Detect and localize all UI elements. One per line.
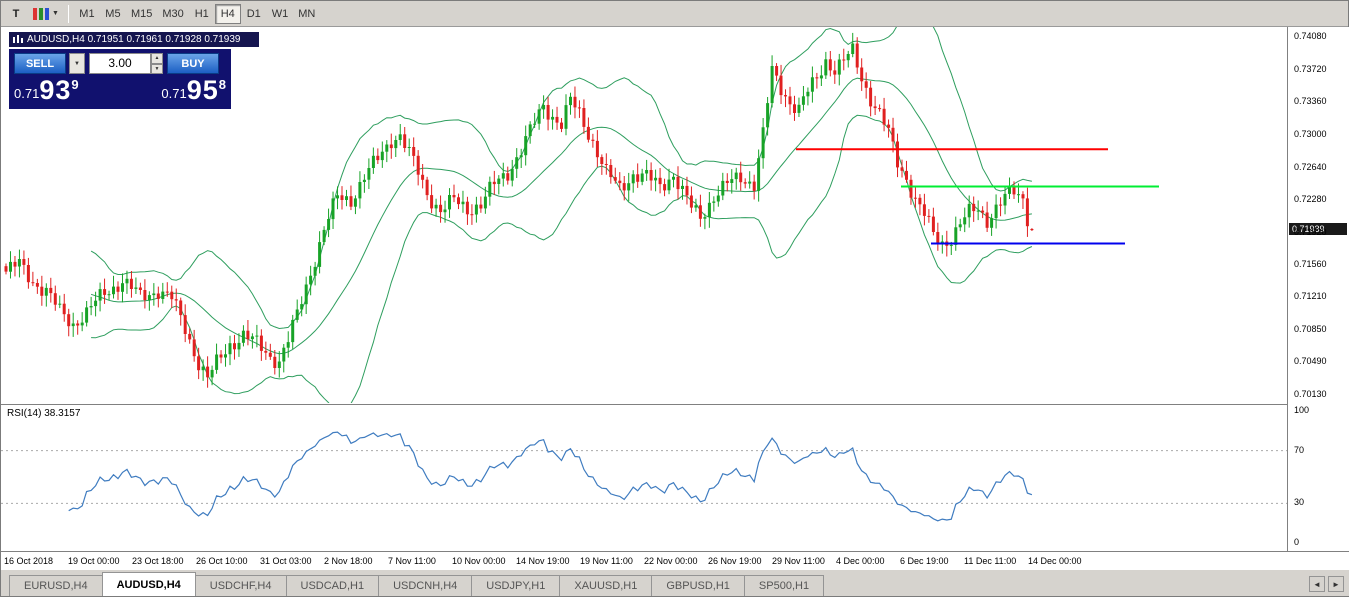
time-axis-label: 14 Nov 19:00 (516, 556, 570, 566)
timeframe-h4-button[interactable]: H4 (214, 3, 241, 24)
price-axis-label: 0.71560 (1294, 259, 1327, 270)
sell-price-small: 0.71 (14, 86, 40, 101)
time-axis-label: 6 Dec 19:00 (900, 556, 949, 566)
price-axis-label: 0.73360 (1294, 96, 1327, 107)
price-axis[interactable]: 0.71939 0.74080 0.73720 0.73360 0.73000 0.72… (1287, 27, 1349, 551)
price-axis-label: 0.70850 (1294, 323, 1327, 334)
chart-ohlc-text: AUDUSD,H4 0.71951 0.71961 0.71928 0.7193… (27, 34, 241, 45)
text-tool-button[interactable]: T (4, 4, 28, 24)
time-axis-label: 10 Nov 00:00 (452, 556, 506, 566)
colors-tool-button[interactable]: ▼ (28, 4, 63, 24)
price-axis-label: 0.71210 (1294, 291, 1327, 302)
time-axis-label: 29 Nov 11:00 (772, 556, 825, 566)
one-click-panel-body: SELL ▼ 3.00 ▲ ▼ BUY 0.71 93 (9, 49, 231, 109)
chart-tabs: EURUSD,H4 AUDUSD,H4 USDCHF,H4 USDCAD,H1 USDC… (9, 572, 825, 596)
buy-price-sup: 8 (218, 77, 226, 92)
time-axis-label: 19 Oct 00:00 (68, 556, 120, 566)
timeframe-mn-button[interactable]: MN (298, 7, 316, 20)
chart-tabbar: EURUSD,H4 AUDUSD,H4 USDCHF,H4 USDCAD,H1 USDC… (1, 569, 1349, 596)
lot-size-input[interactable]: 3.00 (89, 53, 151, 74)
price-axis-label: 0.73000 (1294, 128, 1327, 139)
chart-tab-sp500-h1[interactable]: SP500,H1 (743, 575, 825, 596)
timeframe-h1-button[interactable]: H1 (194, 7, 209, 20)
lot-spinner-up[interactable]: ▲ (151, 53, 163, 64)
price-axis-label: 0.70130 (1294, 389, 1327, 399)
crayon-blue-icon (45, 7, 49, 20)
rsi-chart-canvas[interactable] (1, 405, 1287, 550)
chart-tab-xauusd-h1[interactable]: XAUUSD,H1 (559, 575, 653, 596)
buy-price-display[interactable]: 0.71 95 8 (161, 77, 226, 104)
chart-tab-audusd-h4[interactable]: AUDUSD,H4 (101, 572, 196, 596)
tabs-scroll-left-button[interactable]: ◄ (1309, 576, 1325, 592)
rsi-axis-label: 100 (1294, 405, 1310, 415)
rsi-axis-label: 0 (1294, 537, 1300, 547)
time-axis-label: 4 Dec 00:00 (836, 556, 885, 566)
lot-spinner-down[interactable]: ▼ (151, 63, 163, 74)
chart-tab-eurusd-h4[interactable]: EURUSD,H4 (9, 575, 103, 596)
chart-area: AUDUSD,H4 0.71951 0.71961 0.71928 0.7193… (1, 27, 1349, 571)
price-axis-label: 0.73720 (1294, 63, 1327, 74)
time-axis-label: 2 Nov 18:00 (324, 556, 373, 566)
text-tool-label: T (12, 7, 20, 20)
rsi-axis-label: 70 (1294, 444, 1305, 455)
tabs-scroll-right-button[interactable]: ► (1328, 576, 1344, 592)
chart-tab-usdchf-h4[interactable]: USDCHF,H4 (194, 575, 287, 596)
time-axis[interactable]: 16 Oct 2018 19 Oct 00:00 23 Oct 18:00 26 Oc… (1, 551, 1349, 571)
timeframe-m15-button[interactable]: M15 (130, 7, 153, 20)
sell-price-big: 93 (39, 75, 72, 105)
time-axis-label: 11 Dec 11:00 (964, 556, 1017, 566)
time-axis-label: 26 Nov 19:00 (708, 556, 762, 566)
price-axis-label: 0.71920 (1294, 226, 1327, 237)
order-type-dropdown[interactable]: ▼ (69, 53, 85, 74)
buy-price-big: 95 (186, 75, 219, 105)
timeframe-m30-button[interactable]: M30 (162, 7, 184, 20)
sell-price-display[interactable]: 0.71 93 9 (14, 77, 79, 104)
buy-button[interactable]: BUY (167, 53, 219, 74)
chart-tab-gbpusd-h1[interactable]: GBPUSD,H1 (651, 575, 745, 596)
chart-tab-usdjpy-h1[interactable]: USDJPY,H1 (471, 575, 561, 596)
current-price-tag: 0.71939 (1289, 223, 1347, 236)
price-axis-label: 0.70490 (1294, 356, 1327, 367)
chevron-down-icon: ▼ (52, 10, 59, 17)
time-axis-label: 16 Oct 2018 (4, 556, 54, 566)
chevron-down-icon: ▼ (74, 60, 80, 67)
rsi-axis-label: 30 (1294, 497, 1305, 508)
main-price-pane[interactable]: AUDUSD,H4 0.71951 0.71961 0.71928 0.7193… (1, 27, 1287, 403)
tab-scroll-arrows: ◄ ► (1309, 576, 1344, 592)
time-axis-label: 26 Oct 10:00 (196, 556, 248, 566)
sell-button[interactable]: SELL (14, 53, 66, 74)
timeframe-d1-button[interactable]: D1 (246, 7, 261, 20)
time-axis-label: 19 Nov 11:00 (580, 556, 633, 566)
price-axis-label: 0.72640 (1294, 161, 1327, 172)
chart-icon (13, 35, 23, 43)
price-axis-label: 0.72280 (1294, 194, 1327, 205)
timeframe-m5-button[interactable]: M5 (105, 7, 121, 20)
crayon-red-icon (33, 7, 37, 20)
top-toolbar: T ▼ M1 M5 M15 M30 H1 H4 D1 W1 MN (1, 1, 1348, 27)
time-axis-label: 14 Dec 00:00 (1028, 556, 1082, 566)
time-axis-label: 23 Oct 18:00 (132, 556, 184, 566)
crayon-green-icon (39, 7, 43, 20)
time-axis-label: 31 Oct 03:00 (260, 556, 312, 566)
chart-tab-usdcad-h1[interactable]: USDCAD,H1 (285, 575, 380, 596)
chart-tab-usdcnh-h4[interactable]: USDCNH,H4 (378, 575, 473, 596)
timeframe-w1-button[interactable]: W1 (271, 7, 289, 20)
one-click-trading-panel: AUDUSD,H4 0.71951 0.71961 0.71928 0.7193… (9, 32, 259, 109)
rsi-indicator-label: RSI(14) 38.3157 (7, 408, 81, 419)
candlestick-chart-canvas[interactable] (1, 27, 1287, 403)
rsi-indicator-pane[interactable]: RSI(14) 38.3157 (1, 404, 1287, 550)
chart-ohlc-header: AUDUSD,H4 0.71951 0.71961 0.71928 0.7193… (9, 32, 259, 47)
toolbar-separator (67, 4, 69, 23)
timeframe-buttons: M1 M5 M15 M30 H1 H4 D1 W1 MN (74, 3, 320, 24)
price-axis-label: 0.74080 (1294, 31, 1327, 41)
sell-price-sup: 9 (71, 77, 79, 92)
buy-price-small: 0.71 (161, 86, 187, 101)
timeframe-m1-button[interactable]: M1 (79, 7, 95, 20)
time-axis-label: 7 Nov 11:00 (388, 556, 436, 566)
time-axis-label: 22 Nov 00:00 (644, 556, 698, 566)
